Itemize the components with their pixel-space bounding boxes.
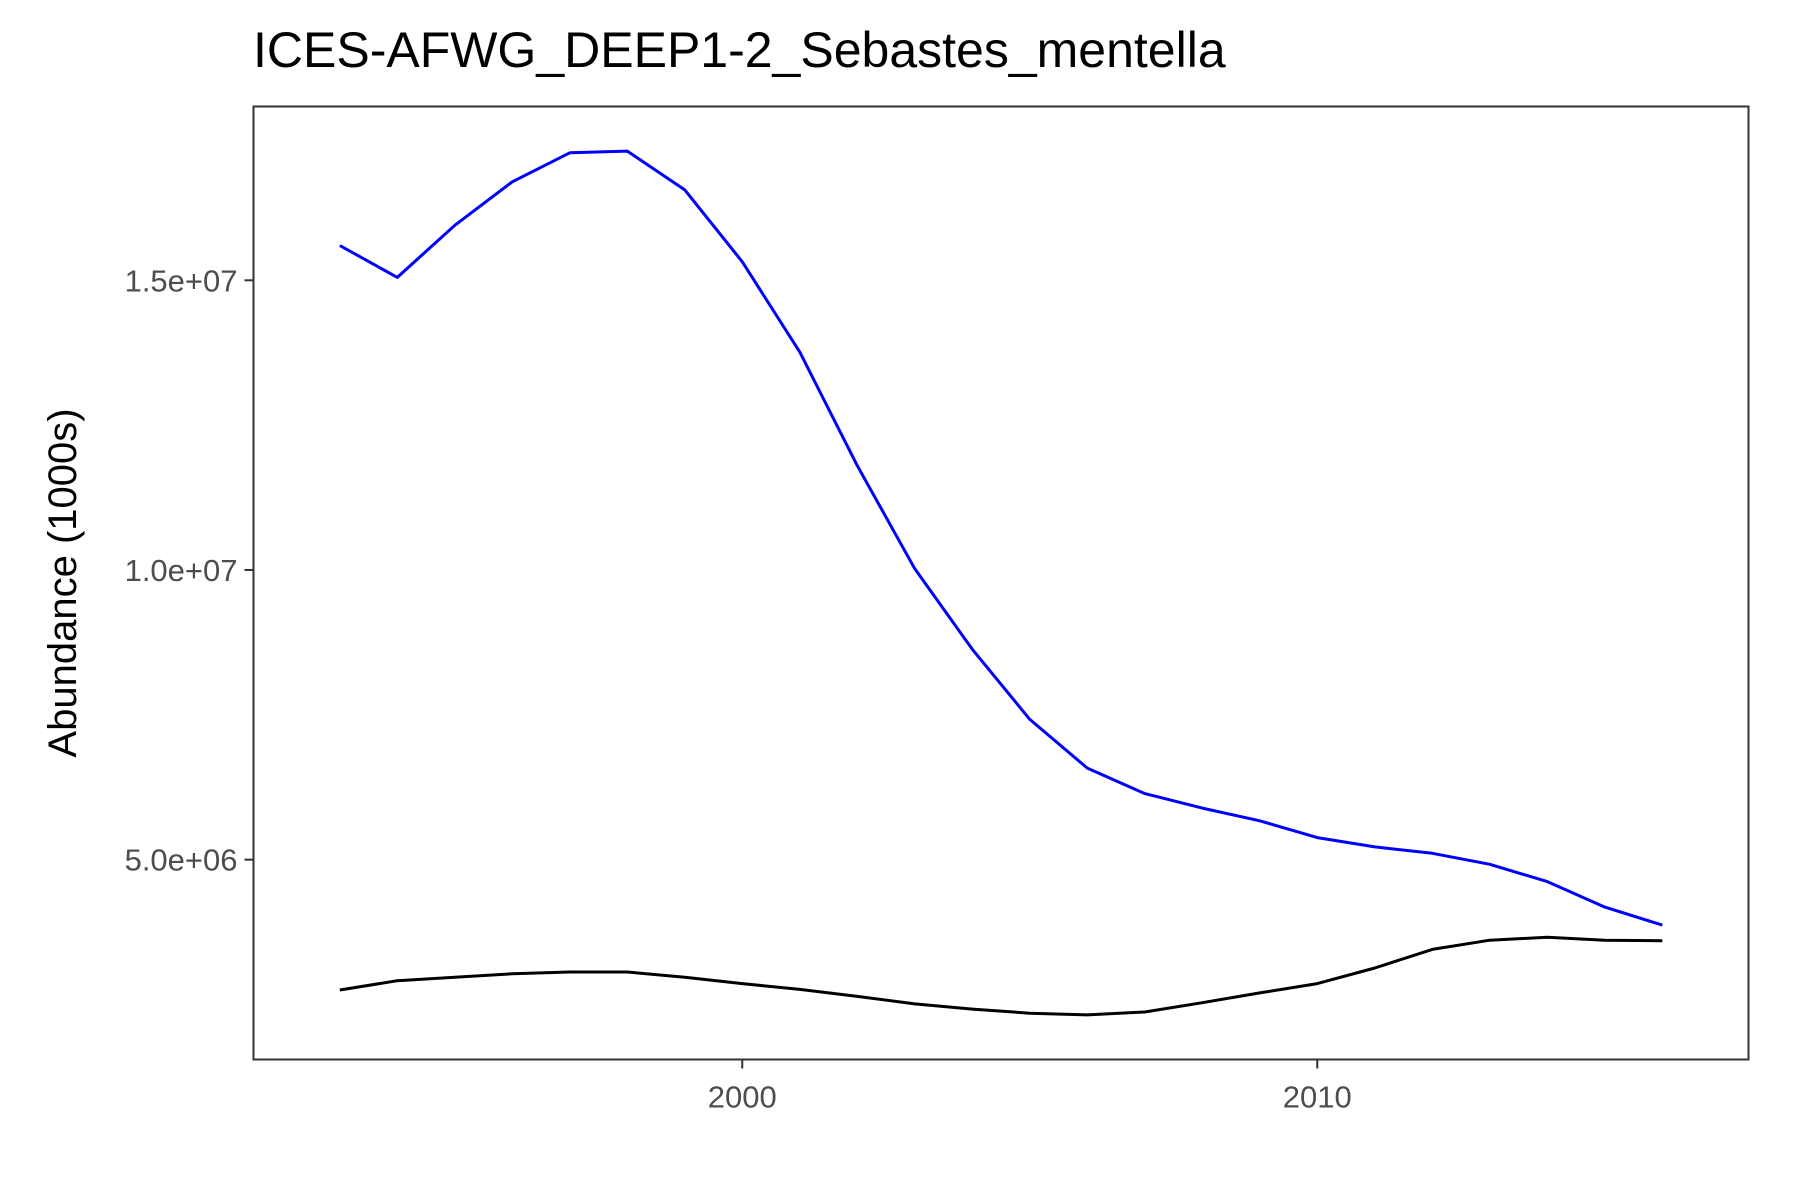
y-axis-label: Abundance (1000s)	[41, 408, 85, 757]
series-line-2	[339, 935, 1663, 1017]
y-axis: 5.0e+06 1.0e+07 1.5e+07	[125, 263, 254, 878]
series-layer	[339, 149, 1663, 1017]
x-tick-label: 2010	[1283, 1080, 1352, 1115]
x-axis: 2000 2010	[708, 1059, 1352, 1115]
series-line-1	[339, 149, 1663, 927]
chart-title: ICES-AFWG_DEEP1-2_Sebastes_mentella	[253, 22, 1226, 78]
x-tick-label: 2000	[708, 1080, 777, 1115]
y-tick-label: 1.0e+07	[125, 553, 238, 588]
plot-panel	[252, 105, 1750, 1061]
y-tick-label: 1.5e+07	[125, 263, 238, 298]
y-tick-label: 5.0e+06	[125, 843, 238, 878]
